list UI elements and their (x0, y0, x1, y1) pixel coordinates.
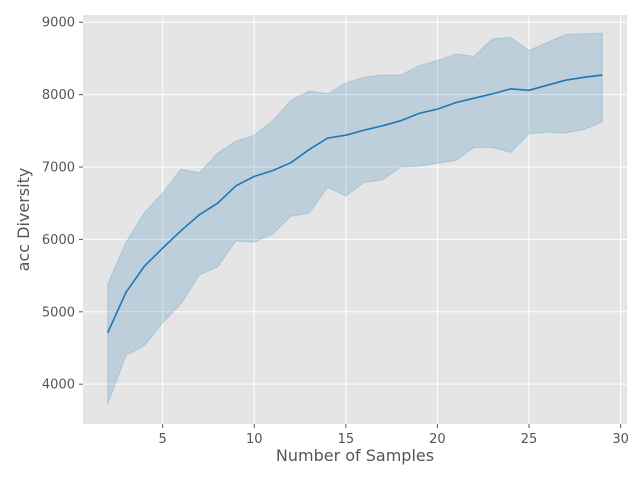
x-tick-label: 20 (429, 432, 446, 447)
y-tick-label: 8000 (42, 88, 75, 103)
x-tick-label: 15 (338, 432, 355, 447)
plot-background (83, 15, 627, 424)
x-axis-ticks: 5 10 15 20 25 30 (159, 424, 629, 447)
x-tick-label: 30 (612, 432, 629, 447)
y-tick-label: 6000 (42, 233, 75, 248)
y-axis-label: acc Diversity (14, 168, 33, 272)
grid-lines (83, 15, 627, 424)
y-tick-label: 4000 (42, 378, 75, 393)
mean-line (106, 74, 603, 334)
x-tick-label: 5 (159, 432, 167, 447)
confidence-band (107, 32, 603, 405)
x-tick-label: 10 (246, 432, 263, 447)
y-axis-ticks: 4000 5000 6000 7000 8000 9000 (42, 16, 83, 393)
y-tick-label: 9000 (42, 16, 75, 31)
x-tick-label: 25 (521, 432, 538, 447)
y-tick-label: 5000 (42, 305, 75, 320)
x-axis-label: Number of Samples (276, 446, 434, 465)
y-tick-label: 7000 (42, 161, 75, 176)
